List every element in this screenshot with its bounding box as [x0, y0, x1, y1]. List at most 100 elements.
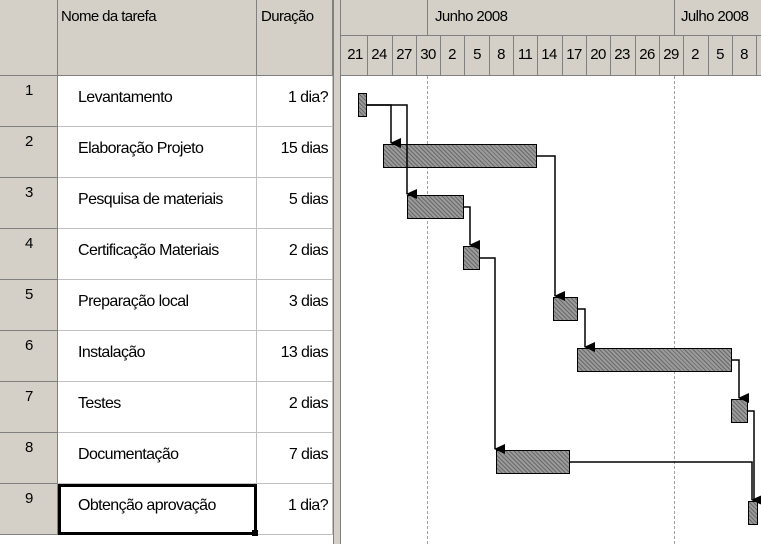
task-bar[interactable] — [553, 297, 578, 321]
task-name-cell[interactable]: Levantamento — [58, 76, 257, 127]
task-name-cell[interactable]: Pesquisa de materiais — [58, 178, 257, 229]
row-header[interactable]: 9 — [0, 484, 58, 535]
column-header-task-name-label: Nome da tarefa — [61, 8, 157, 25]
task-duration: 1 dia? — [288, 497, 329, 514]
row-number: 4 — [25, 235, 34, 252]
row-header[interactable]: 3 — [0, 178, 58, 229]
duration-cell[interactable]: 13 dias — [257, 331, 333, 382]
day-label: 5 — [716, 46, 724, 63]
duration-cell[interactable]: 2 dias — [257, 229, 333, 280]
task-name-cell[interactable]: Obtenção aprovação — [58, 484, 257, 535]
gridline — [427, 76, 428, 544]
task-name: Levantamento — [78, 89, 173, 106]
row-header[interactable]: 2 — [0, 127, 58, 178]
task-bar[interactable] — [577, 348, 732, 372]
task-bar[interactable] — [496, 450, 570, 474]
dependency-link — [464, 206, 480, 250]
row-header[interactable]: 4 — [0, 229, 58, 280]
day-divider — [756, 36, 757, 76]
month-label: Junho 2008 — [435, 8, 508, 25]
row-number: 2 — [25, 133, 34, 150]
fill-handle[interactable] — [252, 530, 258, 536]
task-name-cell[interactable]: Instalação — [58, 331, 257, 382]
task-name-cell[interactable]: Certificação Materiais — [58, 229, 257, 280]
task-bar[interactable] — [463, 246, 480, 270]
duration-cell[interactable]: 1 dia? — [257, 484, 333, 535]
pane-splitter[interactable] — [333, 0, 341, 544]
dependency-links — [367, 104, 761, 505]
task-duration: 13 dias — [280, 344, 329, 361]
row-number: 8 — [25, 439, 34, 456]
row-number: 9 — [25, 490, 34, 507]
day-label: 20 — [590, 46, 606, 63]
day-divider — [513, 36, 514, 76]
dependency-link — [480, 257, 505, 454]
day-label: 17 — [566, 46, 582, 63]
day-label: 27 — [396, 46, 412, 63]
timescale-minor — [341, 36, 761, 76]
task-duration: 2 dias — [288, 242, 329, 259]
task-name-cell[interactable]: Documentação — [58, 433, 257, 484]
day-label: 29 — [663, 46, 679, 63]
day-divider — [586, 36, 587, 76]
dependency-link — [578, 308, 595, 352]
gantt-chart: Junho 2008 Julho 2008 21 24 27 30 2 5 8 11 14 17 20 2… — [341, 0, 761, 544]
corner-select-all[interactable] — [0, 0, 58, 76]
task-name-cell[interactable]: Elaboração Projeto — [58, 127, 257, 178]
row-header[interactable]: 7 — [0, 382, 58, 433]
task-name-cell[interactable]: Preparação local — [58, 280, 257, 331]
task-bar[interactable] — [383, 144, 537, 168]
row-header[interactable]: 5 — [0, 280, 58, 331]
task-duration: 15 dias — [280, 140, 329, 157]
day-divider — [367, 36, 368, 76]
column-header-duration-label: Duração — [261, 8, 314, 25]
dependency-link — [570, 461, 761, 505]
dependency-link — [732, 359, 749, 403]
row-header[interactable]: 8 — [0, 433, 58, 484]
row-header[interactable]: 1 — [0, 76, 58, 127]
row-number: 7 — [25, 388, 34, 405]
task-duration: 3 dias — [288, 293, 329, 310]
day-divider — [392, 36, 393, 76]
day-label: 11 — [517, 46, 533, 63]
task-name-cell[interactable]: Testes — [58, 382, 257, 433]
duration-cell[interactable]: 1 dia? — [257, 76, 333, 127]
task-bar[interactable] — [407, 195, 464, 219]
day-divider — [416, 36, 417, 76]
column-header-duration[interactable]: Duração — [257, 0, 333, 76]
duration-cell[interactable]: 15 dias — [257, 127, 333, 178]
day-divider — [659, 36, 660, 76]
dependency-link — [367, 104, 401, 148]
day-divider — [440, 36, 441, 76]
task-name: Documentação — [78, 446, 179, 463]
day-divider — [610, 36, 611, 76]
timescale-major — [341, 0, 761, 36]
duration-cell[interactable]: 7 dias — [257, 433, 333, 484]
task-bar[interactable] — [358, 93, 367, 117]
duration-cell[interactable]: 3 dias — [257, 280, 333, 331]
task-duration: 7 dias — [288, 446, 329, 463]
day-label: 24 — [371, 46, 387, 63]
day-label: 14 — [541, 46, 557, 63]
task-name: Testes — [78, 395, 121, 412]
day-label: 26 — [639, 46, 655, 63]
duration-cell[interactable]: 5 dias — [257, 178, 333, 229]
day-label: 2 — [448, 46, 456, 63]
task-name: Elaboração Projeto — [78, 140, 204, 157]
dependency-link — [748, 410, 761, 505]
task-bar[interactable] — [731, 399, 748, 423]
task-duration: 1 dia? — [288, 89, 329, 106]
day-label: 30 — [420, 46, 436, 63]
day-label: 5 — [473, 46, 481, 63]
duration-cell[interactable]: 2 dias — [257, 382, 333, 433]
task-table: Nome da tarefa Duração 1 Levantamento 1 di… — [0, 0, 341, 544]
task-duration: 2 dias — [288, 395, 329, 412]
row-number: 5 — [25, 286, 34, 303]
day-divider — [537, 36, 538, 76]
row-header[interactable]: 6 — [0, 331, 58, 382]
column-header-task-name[interactable]: Nome da tarefa — [58, 0, 257, 76]
dependency-link — [537, 155, 565, 301]
day-label: 8 — [497, 46, 505, 63]
month-label: Julho 2008 — [681, 8, 749, 25]
